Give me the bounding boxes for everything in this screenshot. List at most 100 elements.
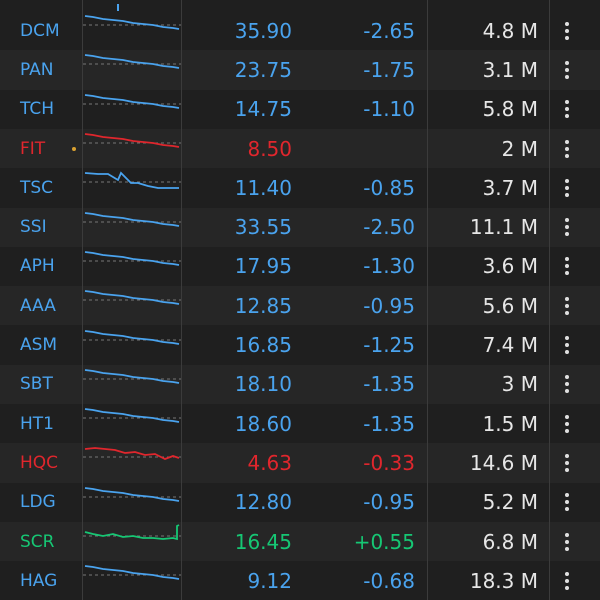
price-cell: 16.45 (234, 529, 292, 554)
change-cell: -2.65 (363, 18, 415, 43)
volume-cell: 1.5 M (482, 411, 538, 436)
price-cell: 33.55 (234, 215, 292, 240)
change-cell: -0.85 (363, 175, 415, 200)
table-row[interactable]: PAN 23.75 -1.75 3.1 M (0, 50, 600, 90)
divider (549, 0, 550, 600)
sparkline (83, 90, 181, 129)
symbol-cell: ASM (20, 335, 58, 356)
more-vertical-icon[interactable] (552, 286, 582, 325)
sparkline (83, 11, 181, 50)
price-cell: 12.85 (234, 293, 292, 318)
sparkline (83, 325, 181, 364)
volume-cell: 6.8 M (482, 529, 538, 554)
symbol-cell: TCH (20, 99, 55, 120)
divider (181, 0, 182, 600)
table-row[interactable]: LDG 12.80 -0.95 5.2 M (0, 482, 600, 522)
price-cell: 9.12 (247, 568, 292, 593)
change-cell: -1.30 (363, 254, 415, 279)
sparkline (83, 404, 181, 443)
price-cell: 35.90 (234, 18, 292, 43)
table-row[interactable]: TCH 14.75 -1.10 5.8 M (0, 89, 600, 129)
symbol-cell: LDG (20, 492, 56, 513)
sparkline (83, 286, 181, 325)
table-row[interactable]: ASM 16.85 -1.25 7.4 M (0, 325, 600, 365)
table-row[interactable]: FIT 8.50 2 M (0, 128, 600, 169)
sparkline (83, 129, 181, 168)
volume-cell: 18.3 M (469, 568, 538, 593)
table-row[interactable]: DCM 35.90 -2.65 4.8 M (0, 11, 600, 51)
volume-cell: 11.1 M (469, 215, 538, 240)
more-vertical-icon[interactable] (552, 483, 582, 522)
price-cell: 8.50 (247, 136, 292, 161)
more-vertical-icon[interactable] (552, 522, 582, 561)
table-row[interactable]: SBT 18.10 -1.35 3 M (0, 364, 600, 404)
more-vertical-icon[interactable] (552, 443, 582, 482)
more-vertical-icon[interactable] (552, 404, 582, 443)
volume-cell: 3.7 M (482, 175, 538, 200)
price-cell: 16.85 (234, 333, 292, 358)
volume-cell: 3.6 M (482, 254, 538, 279)
change-cell: -1.35 (363, 372, 415, 397)
price-cell: 4.63 (247, 450, 292, 475)
symbol-cell: SSI (20, 217, 47, 238)
table-row[interactable]: HAG 9.12 -0.68 18.3 M (0, 561, 600, 600)
table-top-edge (0, 0, 600, 13)
sparkline (83, 168, 181, 207)
symbol-cell: PAN (20, 59, 54, 80)
more-vertical-icon[interactable] (552, 561, 582, 600)
table-row[interactable]: APH 17.95 -1.30 3.6 M (0, 246, 600, 287)
more-vertical-icon[interactable] (552, 168, 582, 207)
table-row[interactable]: AAA 12.85 -0.95 5.6 M (0, 286, 600, 326)
more-vertical-icon[interactable] (552, 50, 582, 89)
price-cell: 18.60 (234, 411, 292, 436)
symbol-cell: TSC (20, 177, 54, 198)
more-vertical-icon[interactable] (552, 90, 582, 129)
symbol-cell: HQC (20, 452, 59, 473)
table-row[interactable]: TSC 11.40 -0.85 3.7 M (0, 168, 600, 208)
more-vertical-icon[interactable] (552, 325, 582, 364)
volume-cell: 3 M (501, 372, 538, 397)
more-vertical-icon[interactable] (552, 11, 582, 50)
volume-cell: 4.8 M (482, 18, 538, 43)
volume-cell: 2 M (501, 136, 538, 161)
more-vertical-icon[interactable] (552, 247, 582, 286)
symbol-cell: DCM (20, 20, 60, 41)
more-vertical-icon[interactable] (552, 129, 582, 168)
change-cell: -0.68 (363, 568, 415, 593)
table-row[interactable]: HT1 18.60 -1.35 1.5 M (0, 404, 600, 444)
change-cell: -1.10 (363, 97, 415, 122)
divider (427, 0, 428, 600)
volume-cell: 5.2 M (482, 490, 538, 515)
sparkline (83, 483, 181, 522)
change-cell: -0.95 (363, 490, 415, 515)
price-cell: 18.10 (234, 372, 292, 397)
volume-cell: 5.6 M (482, 293, 538, 318)
symbol-cell: HT1 (20, 413, 54, 434)
table-row[interactable]: HQC 4.63 -0.33 14.6 M (0, 443, 600, 483)
sparkline (83, 561, 181, 600)
symbol-cell: APH (20, 256, 55, 277)
symbol-cell: SCR (20, 531, 55, 552)
table-row[interactable]: SCR 16.45 +0.55 6.8 M (0, 521, 600, 562)
volume-cell: 5.8 M (482, 97, 538, 122)
price-cell: 11.40 (234, 175, 292, 200)
price-cell: 14.75 (234, 97, 292, 122)
more-vertical-icon[interactable] (552, 208, 582, 247)
alert-dot-icon (72, 146, 76, 151)
price-cell: 23.75 (234, 57, 292, 82)
symbol-cell: HAG (20, 570, 58, 591)
sparkline (83, 208, 181, 247)
price-cell: 12.80 (234, 490, 292, 515)
symbol-cell: SBT (20, 374, 53, 395)
divider (82, 0, 83, 600)
symbol-cell: FIT (20, 138, 46, 159)
table-row[interactable]: SSI 33.55 -2.50 11.1 M (0, 207, 600, 247)
change-cell: -1.75 (363, 57, 415, 82)
change-cell: +0.55 (353, 529, 415, 554)
more-vertical-icon[interactable] (552, 365, 582, 404)
sparkline (83, 522, 181, 561)
volume-cell: 3.1 M (482, 57, 538, 82)
volume-cell: 14.6 M (469, 450, 538, 475)
sparkline (83, 247, 181, 286)
